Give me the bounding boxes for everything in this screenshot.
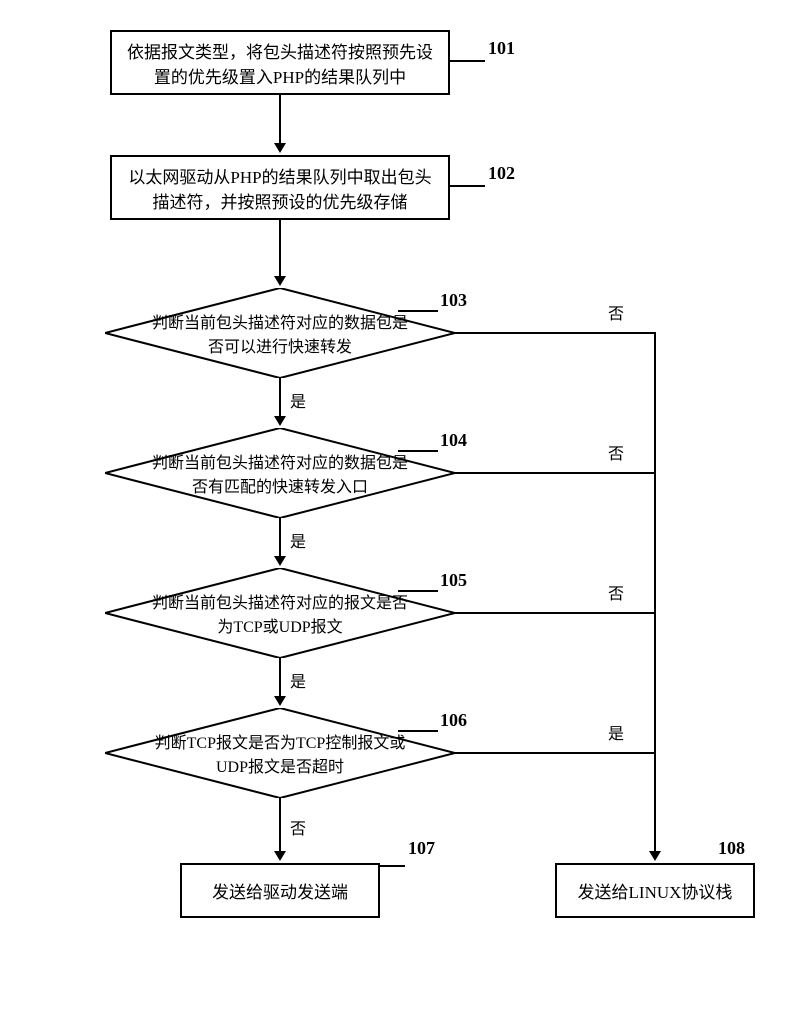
step-105-num: 105 <box>440 570 467 591</box>
step-108-box: 发送给LINUX协议栈 <box>555 863 755 918</box>
no-label: 否 <box>608 440 624 464</box>
branch-line <box>455 612 655 614</box>
step-103-num: 103 <box>440 290 467 311</box>
step-106-num: 106 <box>440 710 467 731</box>
no-label: 否 <box>290 815 306 839</box>
yes-label: 是 <box>290 668 306 692</box>
arrow-head <box>274 416 286 426</box>
arrow <box>279 220 281 278</box>
yes-label: 是 <box>608 720 624 744</box>
connector <box>450 60 485 62</box>
no-label: 否 <box>608 580 624 604</box>
arrow <box>279 658 281 698</box>
step-103-text: 判断当前包头描述符对应的数据包是否可以进行快速转发 <box>145 309 415 357</box>
arrow-head <box>274 851 286 861</box>
step-101-text: 依据报文类型，将包头描述符按照预先设置的优先级置入PHP的结果队列中 <box>124 38 436 88</box>
step-101-num: 101 <box>488 38 515 59</box>
arrow <box>279 378 281 418</box>
arrow-head <box>274 556 286 566</box>
right-trunk <box>654 332 656 854</box>
step-101-box: 依据报文类型，将包头描述符按照预先设置的优先级置入PHP的结果队列中 <box>110 30 450 95</box>
step-105-text: 判断当前包头描述符对应的报文是否为TCP或UDP报文 <box>145 589 415 637</box>
connector <box>398 450 438 452</box>
step-105-diamond: 判断当前包头描述符对应的报文是否为TCP或UDP报文 <box>105 568 455 658</box>
branch-line <box>455 332 655 334</box>
connector <box>450 185 485 187</box>
arrow-head <box>649 851 661 861</box>
arrow <box>279 518 281 558</box>
step-107-text: 发送给驱动发送端 <box>212 878 348 903</box>
step-108-num: 108 <box>718 838 745 859</box>
step-103-diamond: 判断当前包头描述符对应的数据包是否可以进行快速转发 <box>105 288 455 378</box>
step-102-text: 以太网驱动从PHP的结果队列中取出包头描述符，并按照预设的优先级存储 <box>124 163 436 213</box>
connector <box>398 730 438 732</box>
arrow <box>279 95 281 145</box>
arrow-head <box>274 696 286 706</box>
step-107-num: 107 <box>408 838 435 859</box>
step-104-text: 判断当前包头描述符对应的数据包是否有匹配的快速转发入口 <box>145 449 415 497</box>
branch-line <box>455 472 655 474</box>
yes-label: 是 <box>290 528 306 552</box>
step-106-text: 判断TCP报文是否为TCP控制报文或UDP报文是否超时 <box>145 729 415 777</box>
step-102-num: 102 <box>488 163 515 184</box>
step-106-diamond: 判断TCP报文是否为TCP控制报文或UDP报文是否超时 <box>105 708 455 798</box>
no-label: 否 <box>608 300 624 324</box>
step-104-diamond: 判断当前包头描述符对应的数据包是否有匹配的快速转发入口 <box>105 428 455 518</box>
step-102-box: 以太网驱动从PHP的结果队列中取出包头描述符，并按照预设的优先级存储 <box>110 155 450 220</box>
branch-line <box>455 752 655 754</box>
arrow <box>279 798 281 853</box>
step-108-text: 发送给LINUX协议栈 <box>578 878 733 903</box>
step-107-box: 发送给驱动发送端 <box>180 863 380 918</box>
connector <box>398 590 438 592</box>
yes-label: 是 <box>290 388 306 412</box>
arrow-head <box>274 276 286 286</box>
step-104-num: 104 <box>440 430 467 451</box>
arrow-head <box>274 143 286 153</box>
connector <box>398 310 438 312</box>
connector <box>380 865 405 867</box>
